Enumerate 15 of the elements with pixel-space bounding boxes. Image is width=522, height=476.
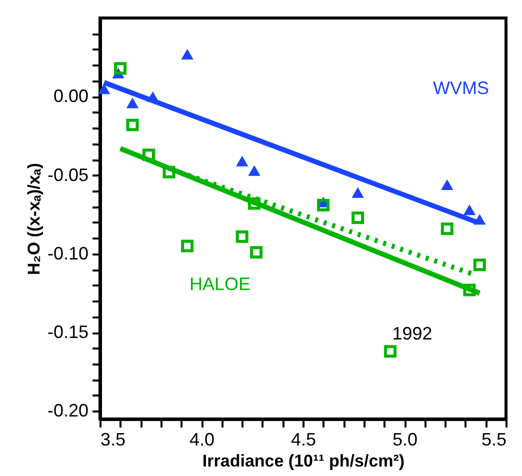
y-tick-label: -0.20 <box>47 400 88 421</box>
x-tick-label: 4.0 <box>189 430 215 450</box>
x-tick-label: 4.5 <box>290 430 316 450</box>
x-tick-label: 5.0 <box>392 430 418 450</box>
y-axis-title: H₂O ((x-xₐ)/xₐ) <box>24 162 44 276</box>
x-axis-title: Irradiance (10¹¹ ph/s/cm²) <box>202 452 405 470</box>
x-tick-label: 5.5 <box>481 430 506 450</box>
annotation: WVMS <box>433 78 489 98</box>
y-tick-label: -0.10 <box>47 243 88 264</box>
annotation: 1992 <box>392 323 432 344</box>
y-tick-label: 0.00 <box>53 86 88 106</box>
x-tick-label: 3.5 <box>100 430 126 450</box>
annotation: HALOE <box>189 274 251 294</box>
y-tick-label: -0.05 <box>47 164 88 185</box>
y-tick-label: -0.15 <box>47 322 88 342</box>
